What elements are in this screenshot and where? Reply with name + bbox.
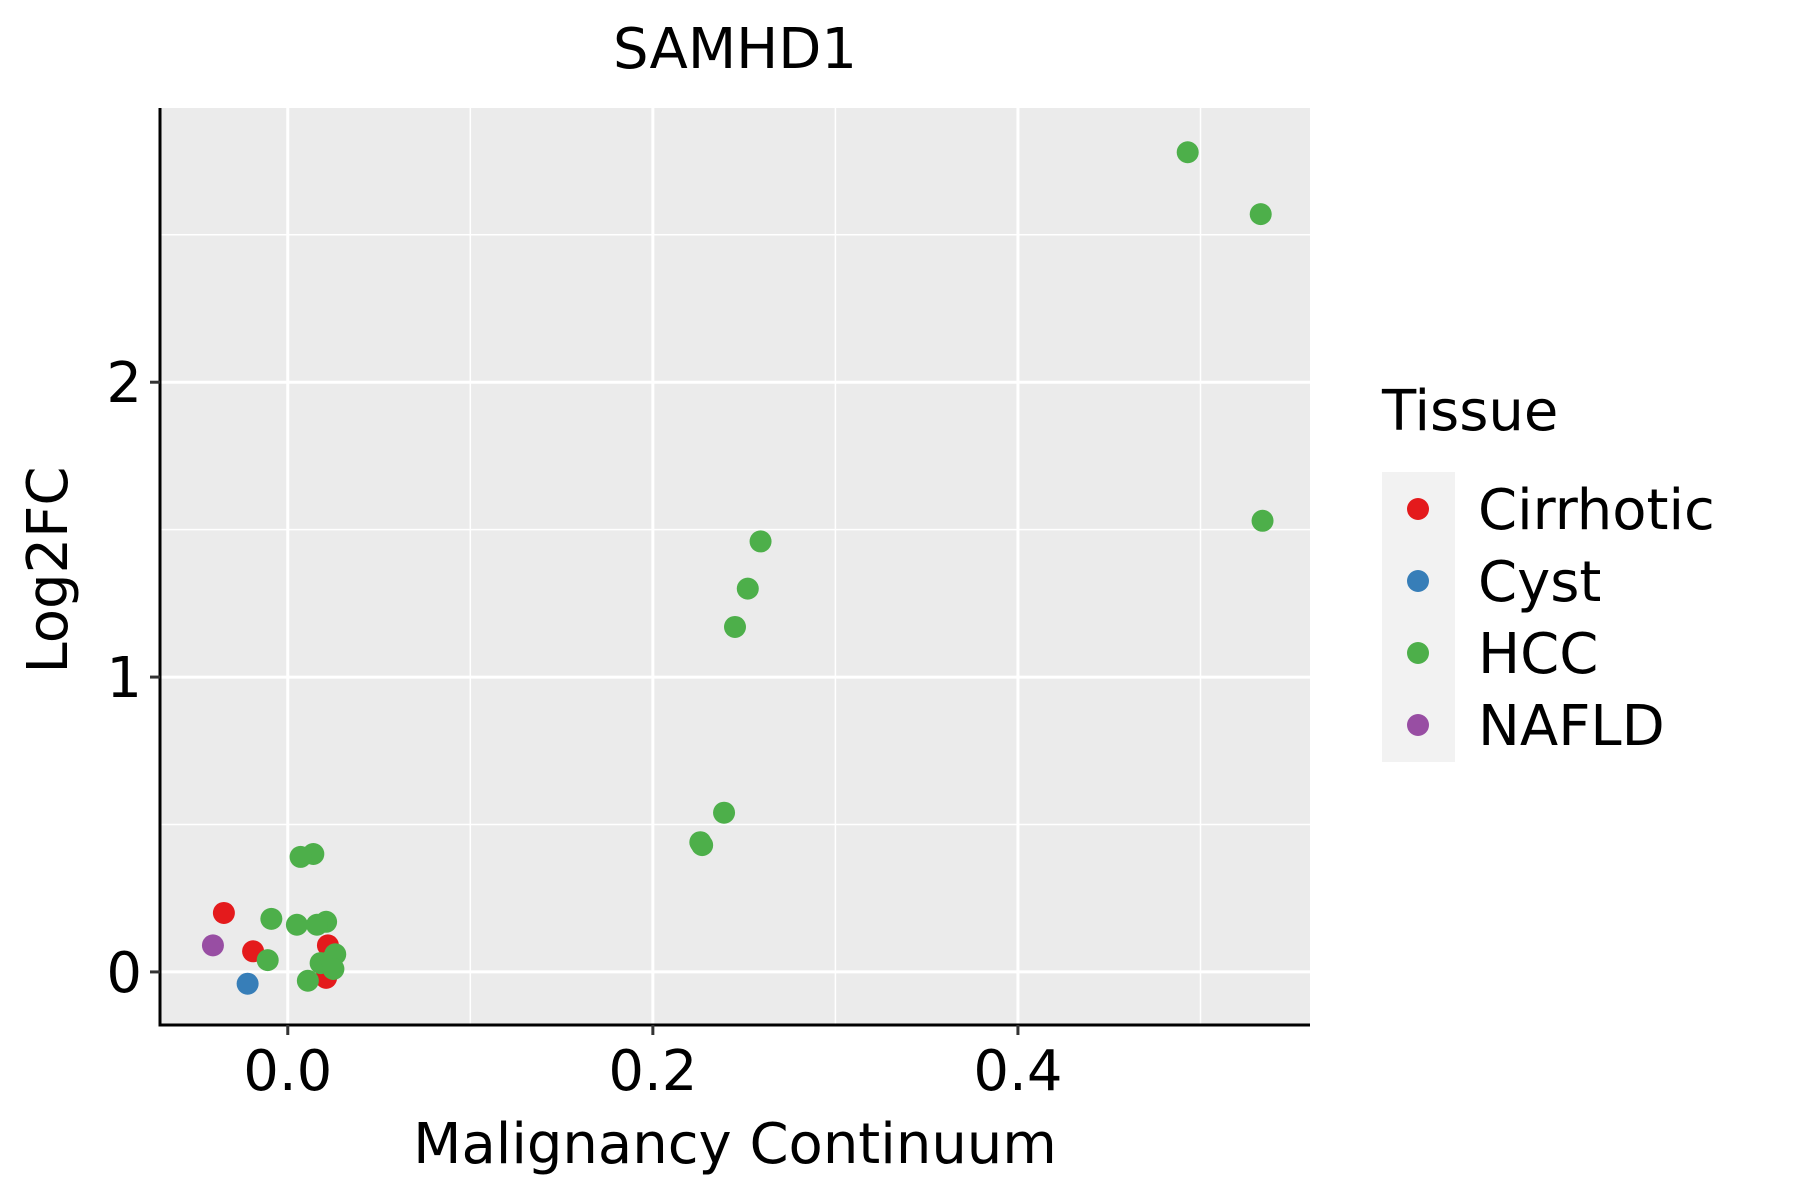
data-point-hcc bbox=[289, 845, 312, 868]
legend-label-nafld: NAFLD bbox=[1478, 694, 1665, 759]
y-tick-label: 1 bbox=[106, 646, 142, 711]
data-point-hcc bbox=[285, 913, 308, 936]
data-point-hcc bbox=[260, 907, 283, 930]
x-tick-label: 0.2 bbox=[608, 1039, 697, 1104]
data-point-hcc bbox=[256, 949, 279, 972]
data-point-hcc bbox=[305, 913, 328, 936]
x-tick-label: 0.0 bbox=[243, 1039, 332, 1104]
x-axis-label: Malignancy Continuum bbox=[413, 1112, 1057, 1177]
legend-key-hcc bbox=[1407, 642, 1429, 664]
data-point-hcc bbox=[749, 530, 772, 553]
y-tick-label: 2 bbox=[106, 351, 142, 416]
legend-label-hcc: HCC bbox=[1478, 622, 1598, 687]
data-point-cyst bbox=[236, 972, 259, 995]
legend-title: Tissue bbox=[1381, 379, 1558, 444]
x-axis-ticks: 0.0 0.2 0.4 bbox=[243, 1025, 1062, 1104]
legend-label-cirrhotic: Cirrhotic bbox=[1478, 478, 1715, 543]
grid-minor bbox=[160, 108, 1310, 1025]
y-tick-label: 0 bbox=[106, 941, 142, 1006]
data-point-hcc bbox=[1176, 141, 1199, 164]
data-point-hcc bbox=[724, 615, 746, 638]
legend-label-cyst: Cyst bbox=[1478, 550, 1601, 615]
y-axis-ticks: 0 1 2 bbox=[106, 351, 160, 1006]
data-point-nafld bbox=[201, 934, 224, 957]
data-points bbox=[201, 141, 1274, 995]
data-point-hcc bbox=[1249, 203, 1272, 226]
y-axis-label: Log2FC bbox=[16, 467, 81, 674]
grid-major bbox=[160, 108, 1310, 1025]
legend-key-cyst bbox=[1407, 570, 1429, 592]
data-point-hcc bbox=[296, 969, 319, 992]
data-point-hcc bbox=[1251, 509, 1274, 532]
data-point-hcc bbox=[713, 801, 736, 824]
legend-key-nafld bbox=[1407, 714, 1429, 736]
data-point-hcc bbox=[689, 831, 712, 854]
data-point-hcc bbox=[322, 957, 345, 980]
chart-title: SAMHD1 bbox=[613, 17, 857, 82]
legend-key-cirrhotic bbox=[1407, 498, 1429, 520]
data-point-cirrhotic bbox=[212, 901, 235, 924]
legend-key-background bbox=[1382, 472, 1455, 762]
legend: Tissue Cirrhotic Cyst HCC NAFLD bbox=[1381, 379, 1715, 762]
data-point-hcc bbox=[736, 577, 759, 600]
x-tick-label: 0.4 bbox=[973, 1039, 1062, 1104]
legend-entries: Cirrhotic Cyst HCC NAFLD bbox=[1407, 478, 1715, 759]
plot-panel bbox=[160, 108, 1310, 1025]
